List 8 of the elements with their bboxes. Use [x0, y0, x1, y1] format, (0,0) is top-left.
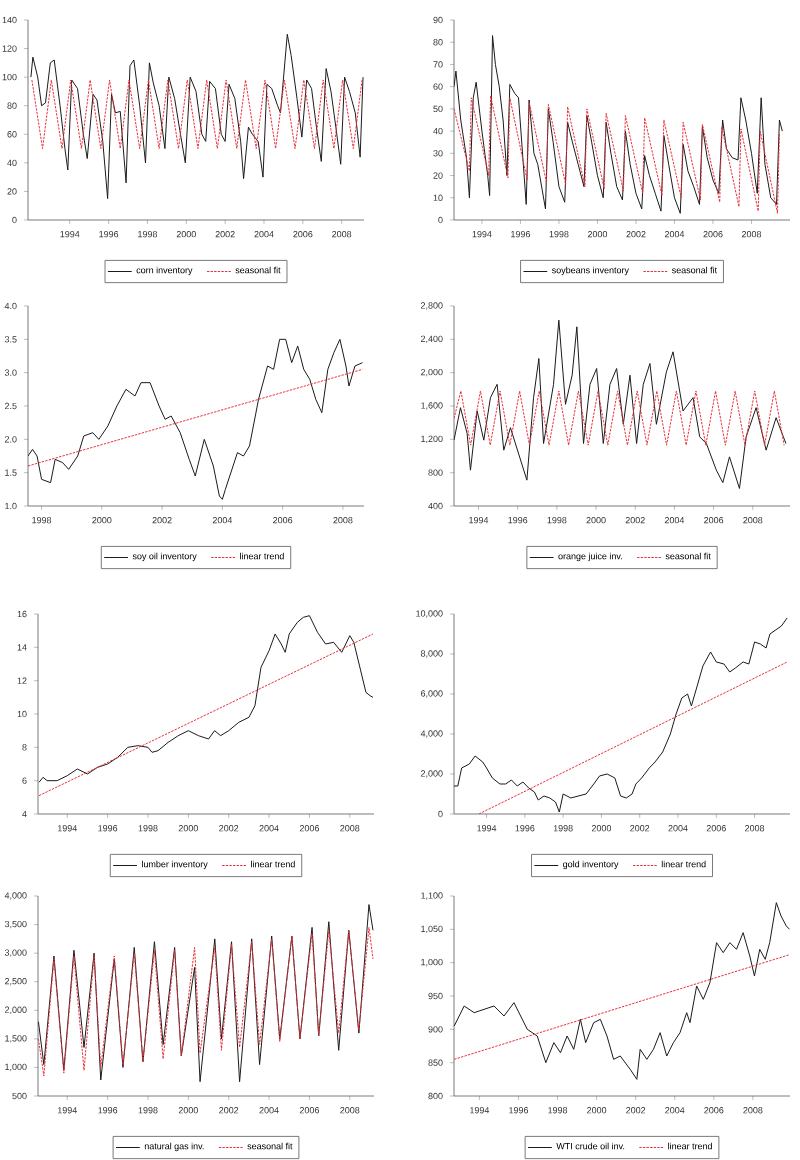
line-series	[454, 319, 787, 489]
line-series	[30, 33, 364, 200]
line-series	[454, 95, 780, 214]
line-series	[28, 338, 363, 500]
line-series	[38, 926, 374, 1077]
line-series	[454, 35, 783, 214]
line-series	[38, 904, 374, 1083]
line-series	[454, 902, 791, 1080]
